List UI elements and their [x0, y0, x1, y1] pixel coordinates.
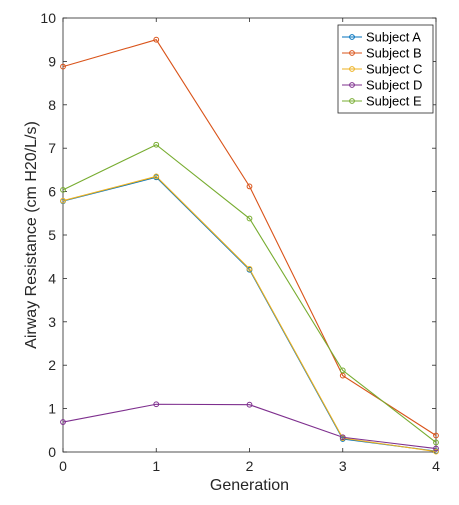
y-axis-ticks: 0 1 2 3 4 5 6 7 8 9 10 [40, 10, 436, 460]
series-point [246, 265, 253, 272]
legend-entry: Subject E [366, 94, 422, 109]
series-line-4 [62, 403, 437, 450]
series-point [339, 367, 346, 374]
x-tick-label: 1 [152, 458, 160, 474]
legend-marker [349, 50, 355, 56]
y-tick-label: 10 [40, 10, 56, 26]
series-point [246, 183, 253, 190]
legend-entry: Subject B [366, 46, 422, 61]
legend-entry: Subject D [366, 78, 422, 93]
series-point [433, 448, 439, 455]
y-tick-label: 0 [48, 444, 56, 460]
series-point [60, 197, 66, 204]
x-axis-label: Generation [210, 477, 289, 494]
y-tick-label: 6 [48, 184, 56, 200]
legend-marker [349, 66, 355, 72]
series-point [60, 419, 66, 425]
y-tick-label: 9 [48, 53, 56, 69]
series-point [433, 439, 439, 446]
series-point [60, 63, 66, 70]
x-tick-label: 0 [59, 458, 67, 474]
x-tick-label: 4 [432, 458, 440, 474]
y-tick-label: 2 [48, 357, 56, 373]
legend-entry: Subject A [366, 30, 421, 45]
series-point [153, 401, 160, 408]
legend-marker [349, 82, 355, 88]
series-markers [60, 36, 439, 455]
series-point [153, 173, 160, 180]
y-tick-label: 7 [48, 140, 56, 156]
legend-entry: Subject C [366, 62, 422, 77]
y-tick-label: 8 [48, 97, 56, 113]
series-point [246, 215, 253, 222]
series-point [153, 141, 160, 148]
y-axis-label: Airway Resistance (cm H20/L/s) [23, 121, 40, 349]
x-tick-label: 2 [246, 458, 254, 474]
legend-marker [349, 34, 355, 40]
series-lines [62, 39, 437, 453]
series-line-2 [62, 39, 437, 436]
x-tick-label: 3 [339, 458, 347, 474]
y-tick-label: 4 [48, 270, 56, 286]
legend-marker [349, 98, 355, 104]
series-line-5 [62, 144, 437, 443]
series-point [339, 434, 346, 441]
series-point [246, 401, 253, 408]
series-line-3 [62, 175, 437, 453]
y-tick-label: 1 [48, 401, 56, 417]
series-point [433, 445, 439, 452]
y-tick-label: 3 [48, 314, 56, 330]
series-point [60, 186, 66, 193]
y-tick-label: 5 [48, 227, 56, 243]
series-point [433, 432, 439, 439]
series-point [153, 36, 160, 43]
